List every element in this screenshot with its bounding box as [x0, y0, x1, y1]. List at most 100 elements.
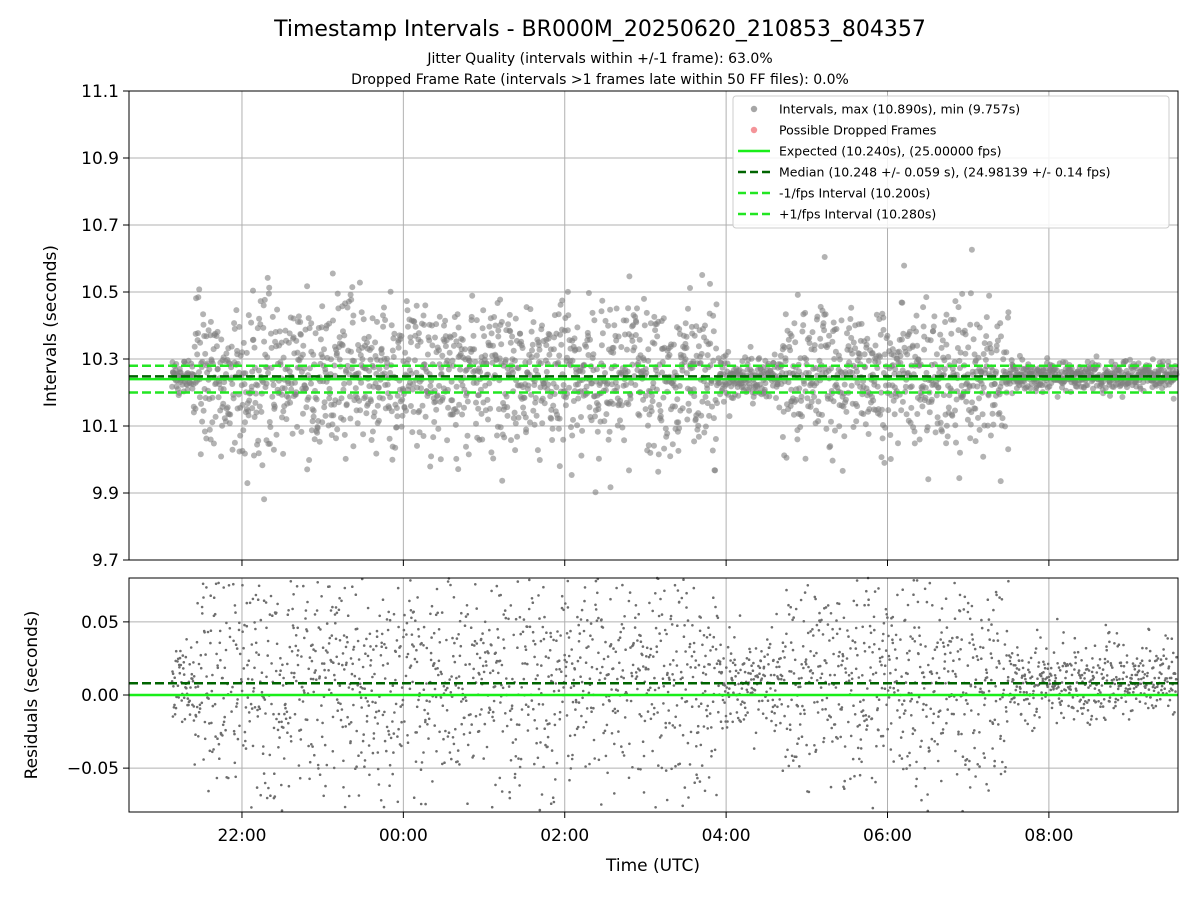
residual-point: [315, 609, 319, 612]
residual-point: [1057, 685, 1060, 689]
residual-point: [276, 602, 279, 606]
residual-point: [567, 654, 571, 658]
interval-point: [388, 322, 395, 329]
interval-point: [636, 412, 643, 419]
residual-point: [475, 652, 479, 656]
residual-point: [856, 653, 859, 657]
residual-point: [768, 646, 771, 649]
residual-point: [508, 709, 512, 713]
residual-point: [392, 732, 396, 735]
interval-point: [917, 396, 924, 403]
interval-point: [990, 421, 997, 428]
residual-point: [1037, 665, 1040, 668]
interval-point: [585, 290, 592, 296]
residual-point: [428, 700, 431, 703]
residual-point: [246, 696, 250, 699]
residual-point: [813, 701, 816, 704]
residual-point: [1076, 709, 1079, 713]
residual-point: [1019, 687, 1022, 690]
interval-point: [219, 422, 226, 429]
residual-point: [725, 686, 728, 689]
legend-label: Expected (10.240s), (25.00000 fps): [779, 144, 1001, 159]
residual-point: [265, 626, 268, 630]
residual-point: [652, 712, 656, 716]
residual-point: [918, 665, 922, 669]
residual-point: [375, 710, 378, 714]
residual-point: [238, 652, 242, 656]
residual-point: [799, 712, 802, 716]
residual-point: [966, 664, 970, 667]
residual-point: [712, 635, 716, 639]
residual-point: [781, 769, 785, 772]
residual-point: [877, 728, 880, 732]
interval-point: [442, 317, 449, 324]
interval-point: [449, 357, 456, 364]
residual-point: [564, 665, 568, 669]
residual-point: [272, 726, 276, 730]
residual-point: [674, 764, 677, 768]
interval-point: [445, 366, 452, 373]
residual-point: [469, 626, 473, 629]
residual-point: [695, 745, 698, 748]
interval-point: [332, 372, 338, 379]
residual-point: [1062, 716, 1066, 720]
interval-point: [215, 394, 222, 401]
interval-point: [195, 294, 202, 301]
residual-point: [843, 779, 846, 783]
interval-point: [787, 347, 794, 354]
top-axes-frame: [128, 90, 1179, 561]
residual-point: [1103, 661, 1107, 665]
interval-point: [280, 450, 287, 457]
residual-point: [415, 731, 419, 734]
residual-point: [663, 628, 667, 632]
interval-point: [365, 333, 372, 340]
interval-point: [528, 328, 535, 335]
interval-point: [510, 415, 517, 422]
interval-point: [295, 313, 302, 320]
residual-point: [949, 651, 952, 655]
interval-point: [462, 346, 468, 353]
residual-point: [358, 691, 362, 694]
residual-point: [706, 727, 709, 730]
residual-point: [910, 714, 913, 717]
residual-point: [285, 710, 289, 714]
residual-point: [458, 619, 462, 623]
residual-point: [632, 641, 635, 645]
residual-point: [779, 721, 782, 725]
residual-point: [464, 615, 468, 618]
residual-point: [286, 731, 289, 734]
residual-point: [792, 616, 795, 619]
interval-point: [300, 342, 307, 349]
residual-point: [194, 733, 197, 736]
interval-point: [471, 346, 478, 353]
residual-point: [445, 638, 448, 642]
residual-point: [754, 647, 758, 650]
interval-point: [373, 450, 380, 457]
interval-point: [870, 397, 877, 404]
residual-point: [434, 613, 438, 617]
residual-point: [533, 762, 536, 766]
residual-point: [383, 710, 386, 714]
interval-point: [453, 383, 460, 390]
residual-point: [781, 641, 785, 644]
interval-point: [662, 425, 669, 432]
residual-point: [826, 623, 830, 626]
residual-point: [405, 655, 409, 659]
residual-point: [814, 597, 817, 601]
interval-point: [788, 386, 795, 393]
residual-point: [256, 715, 260, 718]
residual-point: [917, 626, 921, 629]
interval-point: [290, 315, 297, 322]
residual-point: [397, 625, 400, 629]
residual-point: [301, 685, 304, 689]
residual-point: [1027, 661, 1031, 664]
residual-point: [441, 704, 445, 707]
residual-point: [687, 796, 690, 799]
residual-point: [314, 649, 317, 653]
interval-point: [256, 403, 263, 410]
residual-point: [1075, 689, 1078, 692]
residual-point: [744, 714, 747, 717]
residual-point: [348, 722, 351, 726]
residual-point: [597, 758, 601, 762]
residual-point: [915, 579, 919, 582]
